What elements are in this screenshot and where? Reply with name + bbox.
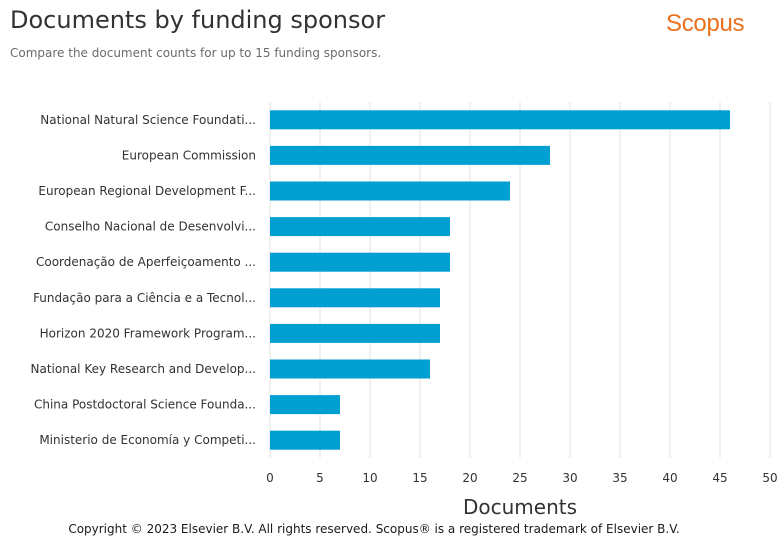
x-axis-label: Documents (463, 495, 577, 519)
bar[interactable] (270, 323, 440, 343)
bar[interactable] (270, 288, 440, 308)
category-label: China Postdoctoral Science Founda... (34, 398, 256, 412)
category-label: Conselho Nacional de Desenvolvi... (45, 220, 256, 234)
chart-title: Documents by funding sponsor (10, 6, 386, 34)
bar[interactable] (270, 395, 340, 415)
x-tick-label: 30 (562, 471, 577, 485)
bar[interactable] (270, 110, 730, 130)
scopus-logo: Scopus (666, 10, 745, 37)
bar[interactable] (270, 252, 450, 272)
chart-subtitle: Compare the document counts for up to 15… (10, 46, 382, 60)
x-tick-labels: 0 5 10 15 20 25 30 35 40 45 50 (266, 471, 777, 485)
x-tick-label: 20 (462, 471, 477, 485)
category-label: Ministerio de Economía y Competi... (39, 433, 256, 447)
x-tick-label: 10 (362, 471, 377, 485)
category-label: National Key Research and Develop... (31, 362, 256, 376)
x-tick-label: 5 (316, 471, 324, 485)
category-label: Fundação para a Ciência e a Tecnol... (33, 291, 256, 305)
category-label: National Natural Science Foundati... (40, 113, 256, 127)
bar[interactable] (270, 430, 340, 450)
category-label: European Regional Development F... (38, 184, 256, 198)
x-tick-label: 15 (412, 471, 427, 485)
chart-bars (270, 110, 730, 450)
category-label: Horizon 2020 Framework Program... (40, 326, 256, 340)
x-tick-label: 35 (612, 471, 627, 485)
category-labels: National Natural Science Foundati... Euro… (31, 113, 256, 447)
bar-chart: National Natural Science Foundati... Euro… (31, 102, 778, 519)
bar[interactable] (270, 181, 510, 201)
x-tick-label: 40 (662, 471, 677, 485)
x-tick-label: 0 (266, 471, 274, 485)
x-tick-label: 50 (762, 471, 777, 485)
category-label: European Commission (122, 148, 256, 162)
x-tick-label: 25 (512, 471, 527, 485)
x-tick-label: 45 (712, 471, 727, 485)
bar[interactable] (270, 359, 430, 379)
copyright-footer: Copyright © 2023 Elsevier B.V. All right… (68, 522, 680, 536)
category-label: Coordenação de Aperfeiçoamento ... (36, 255, 256, 269)
bar[interactable] (270, 217, 450, 237)
bar[interactable] (270, 145, 550, 165)
